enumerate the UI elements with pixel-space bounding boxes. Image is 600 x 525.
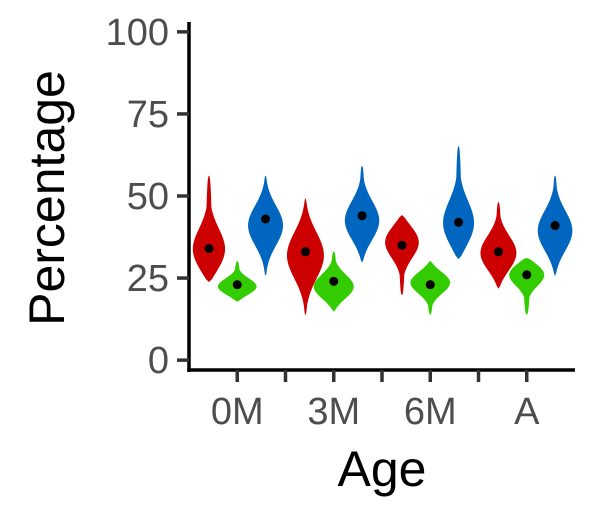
x-ticks: 0M 3M 6M A <box>211 370 540 433</box>
violin-shape <box>192 175 226 282</box>
mean-point <box>204 244 214 254</box>
x-tick-label: 3M <box>307 391 360 433</box>
mean-point <box>300 247 310 257</box>
y-tick-label: 25 <box>127 258 169 300</box>
mean-point <box>522 270 532 280</box>
mean-point <box>397 240 407 250</box>
mean-point <box>454 217 464 227</box>
y-tick-label: 50 <box>127 176 169 218</box>
y-axis-title: Percentage <box>19 70 75 326</box>
violin-shape <box>509 257 545 315</box>
y-ticks: 0 25 50 75 100 <box>106 12 189 382</box>
mean-point <box>232 280 242 290</box>
mean-point <box>357 211 367 221</box>
violin-shape <box>385 215 419 295</box>
violin-shape <box>443 146 475 259</box>
violin-shape <box>480 202 517 289</box>
mean-point <box>550 221 560 231</box>
x-tick-label: 6M <box>404 391 457 433</box>
mean-point <box>261 214 271 224</box>
mean-points-layer <box>204 211 560 290</box>
x-tick-label: A <box>514 391 540 433</box>
x-axis-title: Age <box>338 441 427 497</box>
mean-point <box>493 247 503 257</box>
x-tick-label: 0M <box>211 391 264 433</box>
y-tick-label: 100 <box>106 12 169 54</box>
y-tick-label: 0 <box>148 340 169 382</box>
y-tick-label: 75 <box>127 94 169 136</box>
violin-shape <box>286 198 324 315</box>
mean-point <box>425 280 435 290</box>
mean-point <box>329 276 339 286</box>
violin-layer <box>192 146 573 315</box>
violin-shape <box>248 175 284 276</box>
